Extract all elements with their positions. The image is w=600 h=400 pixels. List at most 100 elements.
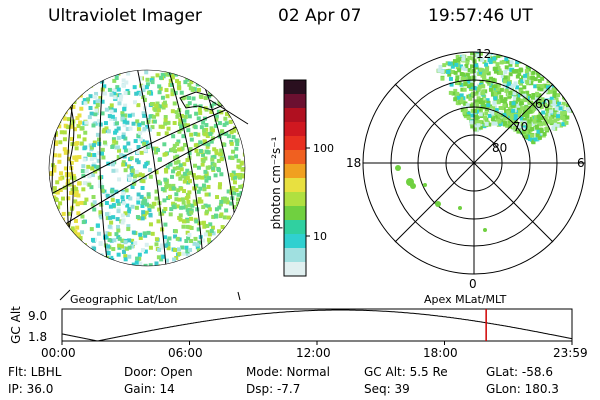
geo-pixel <box>72 245 77 250</box>
geo-pixel <box>202 139 207 144</box>
geo-pixel <box>125 127 130 132</box>
polar-pixel <box>519 101 524 106</box>
geo-pixel <box>187 101 192 106</box>
polar-pixel <box>480 84 485 89</box>
polar-pixel <box>552 68 557 73</box>
geo-pixel <box>233 126 238 131</box>
geo-pixel <box>51 205 56 210</box>
geo-pixel <box>61 246 66 251</box>
geo-pixel <box>175 79 180 84</box>
geo-pixel <box>236 164 241 169</box>
polar-pixel <box>534 97 539 102</box>
geo-pixel <box>55 258 60 263</box>
polar-pixel <box>493 96 498 101</box>
geo-pixel <box>129 172 134 177</box>
geo-pixel <box>66 178 71 183</box>
polar-pixel <box>484 62 489 67</box>
geo-pixel <box>61 95 66 100</box>
colorbar-band <box>284 108 306 123</box>
geo-pixel <box>162 142 167 147</box>
geo-pixel <box>131 230 136 235</box>
polar-pixel <box>515 109 520 114</box>
geo-pixel <box>236 236 241 241</box>
geo-pixel <box>89 258 94 263</box>
polar-pixel <box>526 76 531 81</box>
geo-pixel <box>73 127 78 132</box>
geo-pixel <box>92 164 97 169</box>
geo-pixel <box>193 236 198 241</box>
geo-pixel <box>223 239 228 244</box>
polar-pixel <box>519 119 524 124</box>
geo-pixel <box>87 115 92 120</box>
colorbar-band <box>284 192 306 207</box>
polar-pixel <box>457 81 462 86</box>
polar-pixel <box>536 83 541 88</box>
geo-pixel <box>162 209 167 214</box>
geo-pixel <box>50 119 55 124</box>
geo-pixel <box>132 179 137 184</box>
polar-pixel <box>474 65 479 70</box>
geo-pixel <box>171 183 176 188</box>
geo-pixel <box>185 168 190 173</box>
geo-pixel <box>57 257 62 262</box>
polar-pixel <box>540 131 545 136</box>
geo-pixel <box>144 70 149 75</box>
polar-pixel <box>522 85 527 90</box>
geo-pixel <box>76 211 81 216</box>
polar-pixel <box>575 101 580 106</box>
geo-pixel <box>138 137 143 142</box>
polar-pixel <box>558 106 563 111</box>
geo-pixel <box>236 192 241 197</box>
geo-pixel <box>113 116 118 121</box>
geo-pixel <box>74 189 79 194</box>
polar-pixel <box>539 74 544 79</box>
geo-pixel <box>60 242 65 247</box>
geo-pixel <box>50 219 55 224</box>
polar-pixel <box>473 113 478 118</box>
geo-pixel <box>184 110 189 115</box>
geo-pixel <box>137 252 142 257</box>
geo-pixel <box>166 120 171 125</box>
geo-pixel <box>63 150 68 155</box>
polar-pixel <box>452 59 457 64</box>
geo-pixel <box>92 140 97 145</box>
geo-pixel <box>141 210 146 215</box>
polar-pixel <box>536 114 541 119</box>
geo-pixel <box>67 254 72 259</box>
geo-pixel <box>204 178 209 183</box>
polar-pixel <box>540 68 545 73</box>
geo-pixel <box>94 91 99 96</box>
geo-pixel <box>149 114 154 119</box>
polar-pixel <box>461 57 466 62</box>
geo-pixel <box>136 103 141 108</box>
geo-pixel <box>206 204 211 209</box>
geo-pixel <box>106 244 111 249</box>
polar-pixel <box>493 113 498 118</box>
polar-pixel <box>530 127 535 132</box>
geo-pixel <box>76 134 81 139</box>
geo-pixel <box>120 116 125 121</box>
polar-pixel <box>512 125 517 130</box>
polar-pixel <box>471 92 476 97</box>
geo-pixel <box>157 157 162 162</box>
geo-pixel <box>55 190 60 195</box>
geo-pixel <box>74 146 79 151</box>
geo-pixel <box>62 96 67 101</box>
geo-pixel <box>70 78 75 83</box>
polar-pixel <box>575 97 580 102</box>
polar-pixel <box>537 135 542 140</box>
geo-pixel <box>185 219 190 224</box>
geo-pixel <box>150 125 155 130</box>
geo-pixel <box>127 238 132 243</box>
geo-pixel <box>108 106 113 111</box>
geo-pixel <box>242 152 245 157</box>
geo-pixel <box>116 155 121 160</box>
polar-pixel <box>539 62 544 67</box>
geo-pixel <box>244 102 245 107</box>
polar-pixel <box>504 109 509 114</box>
geo-pixel <box>121 162 126 167</box>
polar-pixel <box>494 121 499 126</box>
geo-pixel <box>140 139 145 144</box>
polar-pixel <box>545 98 550 103</box>
geo-pixel <box>121 83 126 88</box>
